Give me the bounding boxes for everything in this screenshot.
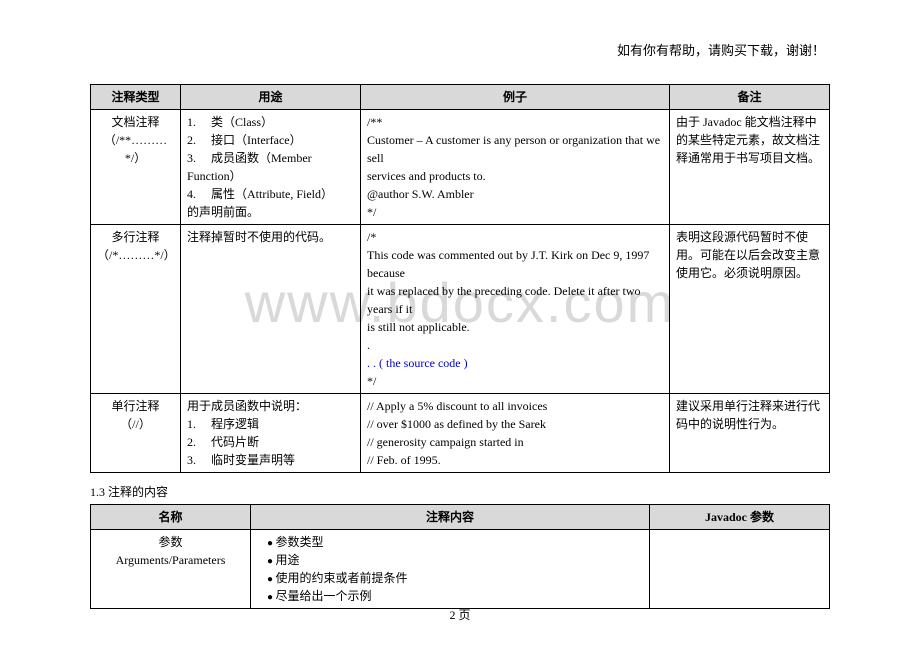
example-line: */ — [367, 372, 663, 390]
bullet-item: 参数类型 — [267, 533, 643, 551]
header-note: 如有你有帮助，请购买下载，谢谢！ — [90, 40, 830, 59]
remark-cell: 表明这段源代码暂时不使用。可能在以后会改变主意使用它。必须说明原因。 — [670, 225, 830, 394]
example-line: /* — [367, 228, 663, 246]
use-item: 3. 成员函数（Member Function） — [187, 149, 354, 185]
example-line-blue: . . ( the source code ) — [367, 354, 663, 372]
use-item: 1. 程序逻辑 — [187, 415, 354, 433]
example-line: Customer – A customer is any person or o… — [367, 131, 663, 167]
table-row: 文档注释 （/**………*/） 1. 类（Class） 2. 接口（Interf… — [91, 110, 830, 225]
table-row: 参数 Arguments/Parameters 参数类型 用途 使用的约束或者前… — [91, 530, 830, 609]
type-name: 文档注释 — [97, 113, 174, 131]
example-line: // Feb. of 1995. — [367, 451, 663, 469]
use-cell: 注释掉暂时不使用的代码。 — [181, 225, 361, 394]
th-example: 例子 — [361, 85, 670, 110]
example-line: // over $1000 as defined by the Sarek — [367, 415, 663, 433]
use-item: 3. 临时变量声明等 — [187, 451, 354, 469]
name-l1: 参数 — [97, 533, 244, 551]
example-line: // generosity campaign started in — [367, 433, 663, 451]
bullet-item: 尽量给出一个示例 — [267, 587, 643, 605]
table-row: 单行注释 （//） 用于成员函数中说明： 1. 程序逻辑 2. 代码片断 3. … — [91, 394, 830, 473]
use-item: 2. 代码片断 — [187, 433, 354, 451]
example-line: is still not applicable. — [367, 318, 663, 336]
use-item: 1. 类（Class） — [187, 113, 354, 131]
example-line: This code was commented out by J.T. Kirk… — [367, 246, 663, 282]
use-item: 4. 属性（Attribute, Field） — [187, 185, 354, 203]
example-line: /** — [367, 113, 663, 131]
th-name: 名称 — [91, 505, 251, 530]
type-syntax: （//） — [97, 415, 174, 433]
javadoc-cell — [650, 530, 830, 609]
type-name: 多行注释 — [97, 228, 174, 246]
type-syntax: （/**………*/） — [97, 131, 174, 167]
th-content: 注释内容 — [251, 505, 650, 530]
use-tail: 的声明前面。 — [187, 203, 354, 221]
bullet-item: 使用的约束或者前提条件 — [267, 569, 643, 587]
th-use: 用途 — [181, 85, 361, 110]
example-line: it was replaced by the preceding code. D… — [367, 282, 663, 318]
use-head: 用于成员函数中说明： — [187, 397, 354, 415]
remark-cell: 由于 Javadoc 能文档注释中的某些特定元素，故文档注释通常用于书写项目文档… — [670, 110, 830, 225]
section-title: 1.3 注释的内容 — [90, 483, 830, 500]
example-line: // Apply a 5% discount to all invoices — [367, 397, 663, 415]
example-line: */ — [367, 203, 663, 221]
name-l2: Arguments/Parameters — [97, 551, 244, 569]
example-line: . — [367, 336, 663, 354]
table-row: 多行注释 （/*………*/） 注释掉暂时不使用的代码。 /* This code… — [91, 225, 830, 394]
example-line: @author S.W. Ambler — [367, 185, 663, 203]
bullet-item: 用途 — [267, 551, 643, 569]
th-javadoc: Javadoc 参数 — [650, 505, 830, 530]
th-type: 注释类型 — [91, 85, 181, 110]
type-syntax: （/*………*/） — [97, 246, 174, 264]
comment-types-table: 注释类型 用途 例子 备注 文档注释 （/**………*/） 1. 类（Class… — [90, 84, 830, 473]
example-line: services and products to. — [367, 167, 663, 185]
use-item: 2. 接口（Interface） — [187, 131, 354, 149]
th-remark: 备注 — [670, 85, 830, 110]
comment-content-table: 名称 注释内容 Javadoc 参数 参数 Arguments/Paramete… — [90, 504, 830, 609]
remark-cell: 建议采用单行注释来进行代码中的说明性行为。 — [670, 394, 830, 473]
type-name: 单行注释 — [97, 397, 174, 415]
